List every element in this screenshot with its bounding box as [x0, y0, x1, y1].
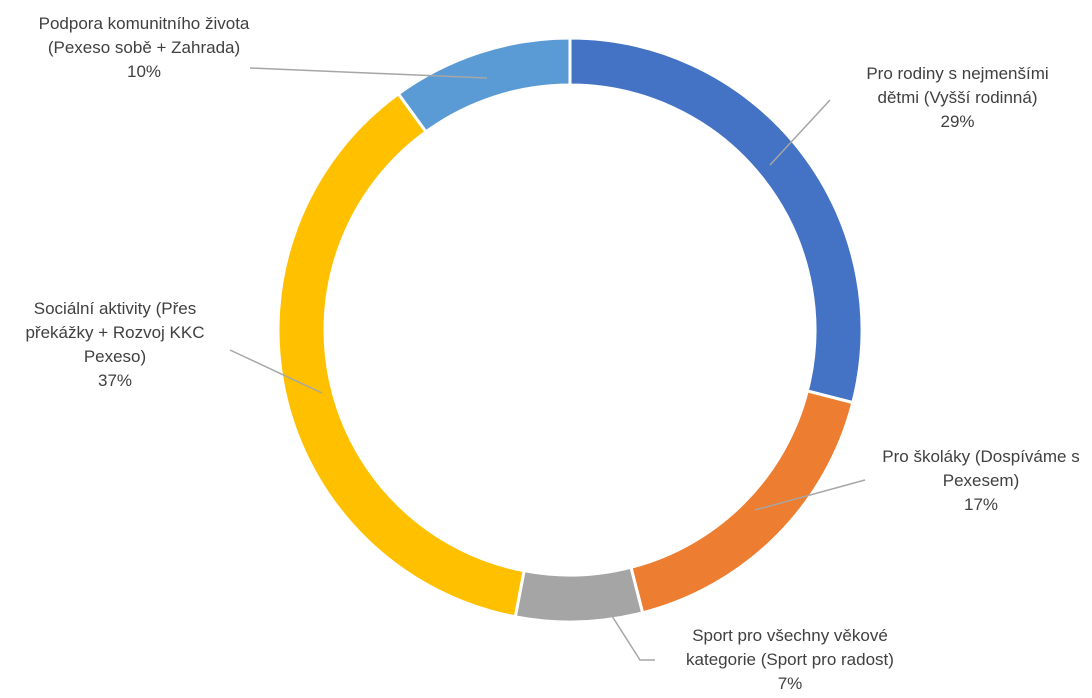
value-label: 37% — [97, 371, 133, 390]
data-label: Sport pro všechny věkové kategorie (Spor… — [655, 624, 925, 696]
value-label: 7% — [777, 674, 803, 693]
donut-segment — [629, 389, 855, 615]
leader-line — [611, 615, 655, 661]
donut-segment — [513, 565, 645, 624]
donut-segment — [568, 36, 864, 405]
category-label: Pro rodiny s nejmenšími dětmi (Vyšší rod… — [866, 64, 1049, 107]
category-label: Sport pro všechny věkové kategorie (Spor… — [686, 626, 894, 669]
value-label: 29% — [940, 112, 975, 131]
data-label: Pro školáky (Dospíváme s Pexesem) 17% — [870, 445, 1092, 517]
category-label: Podpora komunitního života (Pexeso sobě … — [38, 14, 250, 57]
category-label: Sociální aktivity (Přes překážky + Rozvo… — [25, 299, 205, 366]
donut-segment — [396, 36, 572, 134]
data-label: Sociální aktivity (Přes překážky + Rozvo… — [5, 297, 225, 393]
value-label: 17% — [963, 495, 999, 514]
data-label: Podpora komunitního života (Pexeso sobě … — [30, 12, 258, 84]
leader-line — [769, 99, 831, 166]
category-label: Pro školáky (Dospíváme s Pexesem) — [882, 447, 1080, 490]
donut-segment — [276, 91, 526, 619]
data-label: Pro rodiny s nejmenšími dětmi (Vyšší rod… — [850, 62, 1065, 134]
leader-line — [229, 349, 323, 394]
leader-line — [249, 67, 488, 79]
leader-line — [754, 479, 866, 511]
value-label: 10% — [126, 62, 162, 81]
